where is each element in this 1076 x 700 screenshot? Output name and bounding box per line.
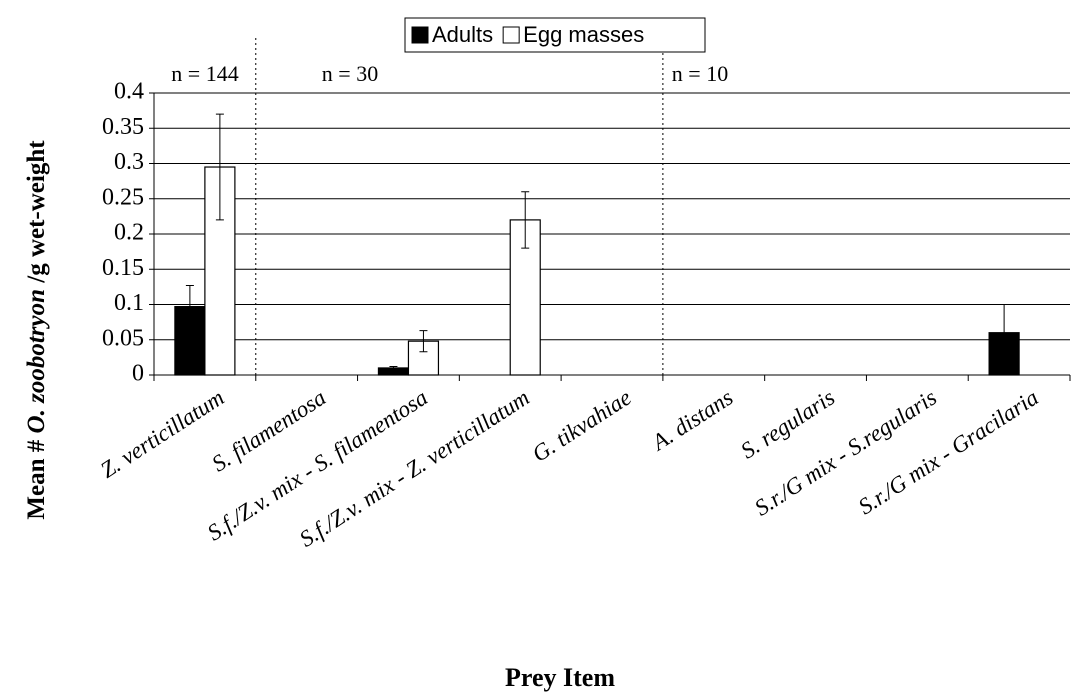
y-tick-label: 0.35 [102,114,144,140]
y-tick-label: 0.05 [102,325,144,351]
legend-box [404,17,706,53]
y-axis-title: Mean # O. zoobotryon /g wet-weight [23,140,50,520]
annotation: n = 10 [672,61,728,86]
error-bar [185,284,194,329]
y-axis-title-part: /g wet-weight [23,140,50,289]
y-tick-label: 0.3 [114,149,144,175]
y-axis-title-part: Mean # [23,433,50,519]
x-tick-label: Z. verticillatum [96,385,229,483]
x-tick-label: A. distans [646,385,737,456]
legend-swatch [411,26,429,44]
y-tick-label: 0.25 [102,184,144,210]
y-tick-label: 0 [132,361,144,387]
legend-label: Adults [432,22,493,47]
y-tick-label: 0.4 [114,79,144,105]
y-tick-label: 0.1 [114,290,144,316]
error-bar [419,330,428,353]
legend-label: Egg masses [523,22,644,47]
x-tick-label: G. tikvahiae [528,385,636,467]
error-bar [1000,304,1009,362]
y-tick-label: 0.2 [114,220,144,246]
error-bar [389,366,398,370]
x-tick-label: S.r./G mix - S.regularis [750,385,941,521]
error-bar [215,113,224,221]
annotation: n = 144 [171,61,238,86]
y-axis-title-part: O. zoobotryon [23,289,50,433]
annotation: n = 30 [322,61,378,86]
y-tick-label: 0.15 [102,255,144,281]
legend-swatch [502,26,520,44]
error-bar [521,191,530,249]
x-axis-title: Prey Item [505,663,615,692]
x-tick-label: S.r./G mix - Gracilaria [854,385,1043,520]
